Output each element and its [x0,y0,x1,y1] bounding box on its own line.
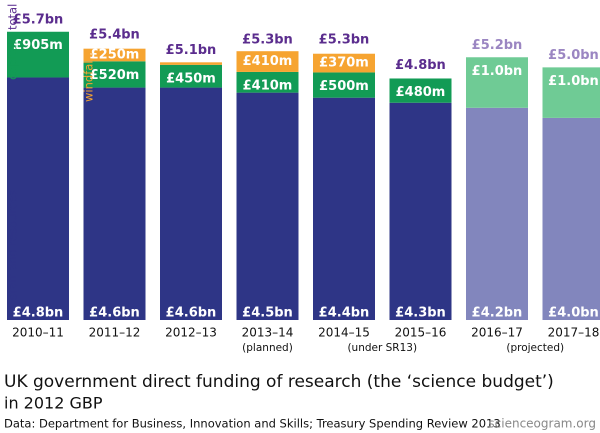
bar-segment [236,92,299,320]
x-tick-label: 2010–11 [12,326,64,340]
value-label: £450m [166,71,216,86]
bar-segment [542,117,600,320]
chart-title: UK government direct funding of research… [4,372,554,392]
x-tick-label: 2016–17 [471,326,523,340]
total-label: £5.1bn [166,43,217,58]
total-label: £5.7bn [13,13,64,28]
value-label: £520m [90,68,140,83]
bar-segment [160,87,222,320]
bar-segment [7,77,69,320]
category-note: (under SR13) [347,342,417,354]
value-label: £410m [243,78,293,93]
x-tick-label: 2013–14 [242,326,294,340]
value-label: £4.0bn [548,306,599,321]
bar-segment [236,51,299,72]
total-label: £5.3bn [319,33,370,48]
bar-segment [7,31,69,78]
bar-segment [542,67,600,118]
x-tick-label: 2011–12 [89,326,141,340]
value-label: £480m [396,85,446,100]
value-label: £4.5bn [242,306,293,321]
value-label: £410m [243,54,293,69]
chart-subtitle: in 2012 GBP [4,394,103,413]
total-label: £5.3bn [242,33,293,48]
bar-segment [313,53,375,73]
total-label: £5.2bn [472,38,523,53]
x-tick-label: 2014–15 [318,326,370,340]
value-label: £4.6bn [89,306,140,321]
total-label: £4.8bn [395,58,446,73]
bar-segment [389,78,452,103]
bar-segment [313,97,375,321]
bar-segment [313,72,375,98]
bar-segment [466,57,528,108]
bar-segment [83,87,146,320]
value-label: £370m [319,56,369,71]
series-legend: windfalls [82,51,96,102]
source: Data: Department for Business, Innovatio… [4,417,501,431]
total-label: £5.0bn [548,48,599,63]
credit: scienceogram.org [488,417,596,431]
bar-segment [83,61,146,88]
x-tick-label: 2012–13 [165,326,217,340]
total-legend: total [6,4,20,30]
bar-segment [160,62,222,65]
value-label: £4.3bn [395,306,446,321]
bar-segment [466,107,528,320]
series-legend: staff and resources [6,190,20,300]
series-legend: capital [6,41,20,80]
bar-segment [389,102,452,320]
total-label: £5.4bn [89,28,140,43]
value-label: £4.4bn [319,306,370,321]
bar-segment [83,48,146,62]
value-label: £905m [13,38,63,53]
value-label: £250m [90,47,140,62]
value-label: £500m [319,79,369,94]
value-label: £4.2bn [472,306,523,321]
bar-segment [236,71,299,93]
value-label: £1.0bn [548,74,599,89]
x-tick-label: 2015–16 [395,326,447,340]
category-note: (projected) [506,342,564,354]
value-label: £4.8bn [13,306,64,321]
value-label: £4.6bn [166,306,217,321]
bar-segment [160,64,222,88]
category-note: (planned) [242,342,293,354]
value-label: £1.0bn [472,64,523,79]
x-tick-label: 2017–18 [548,326,600,340]
